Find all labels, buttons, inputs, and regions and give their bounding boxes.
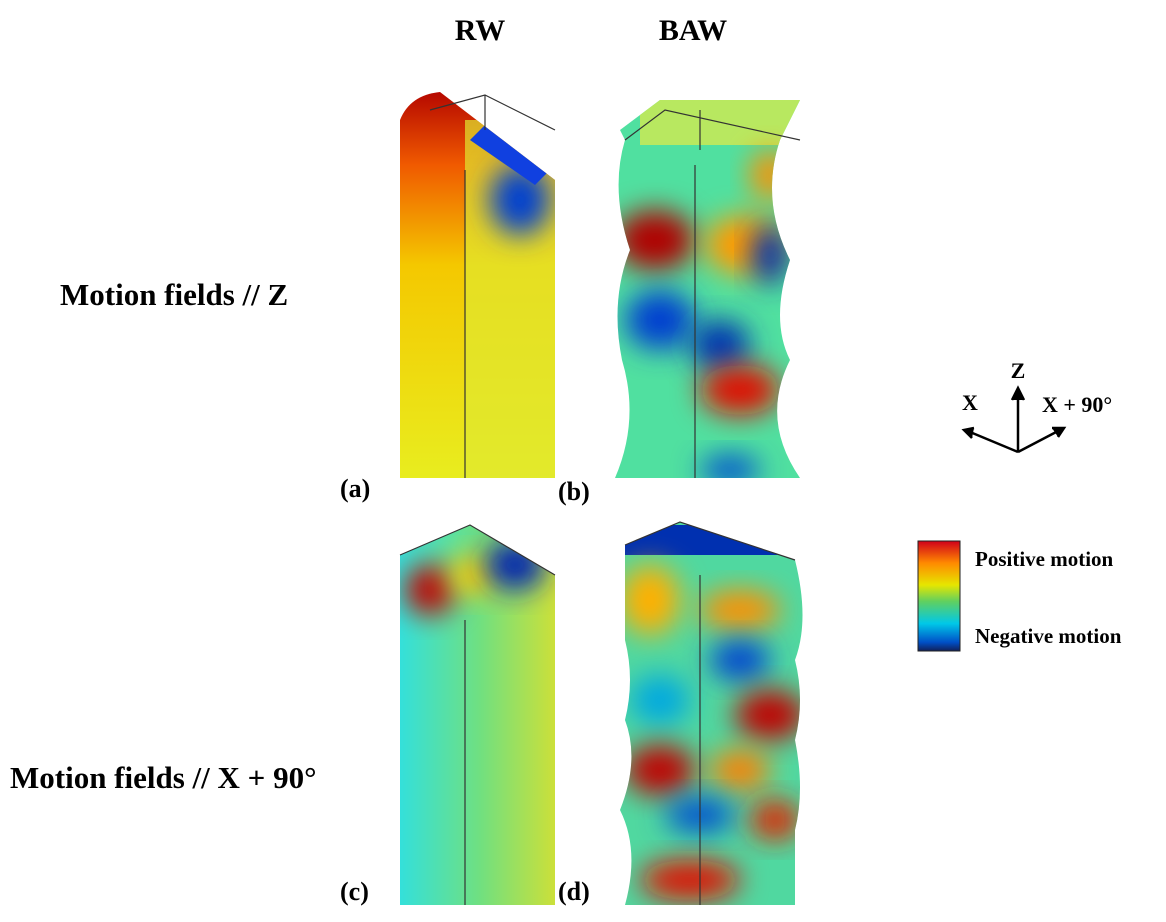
row-label: Motion fields // Z [60, 277, 288, 312]
pillar-edge [624, 521, 796, 905]
pillar-edge [429, 94, 556, 478]
panel-label: (c) [340, 877, 369, 906]
pillar-edge [399, 524, 556, 905]
column-header: BAW [659, 14, 727, 47]
simulation-a [400, 92, 555, 478]
panel-label: (a) [340, 474, 370, 503]
axes-glyph [961, 385, 1067, 454]
simulation-c [400, 525, 555, 905]
row-label: Motion fields // X + 90° [10, 760, 316, 795]
axis-label: X + 90° [1042, 392, 1112, 417]
simulation-d [620, 522, 803, 905]
panel-label: (d) [558, 877, 590, 906]
colorbar [917, 540, 961, 652]
axis-label: Z [1011, 358, 1026, 383]
column-header: RW [455, 14, 506, 47]
legend-label: Negative motion [975, 624, 1122, 648]
panel-label: (b) [558, 477, 590, 506]
axis-label: X [962, 390, 978, 415]
pillar-edge [624, 109, 801, 478]
legend-label: Positive motion [975, 547, 1114, 571]
simulation-b [615, 100, 800, 478]
